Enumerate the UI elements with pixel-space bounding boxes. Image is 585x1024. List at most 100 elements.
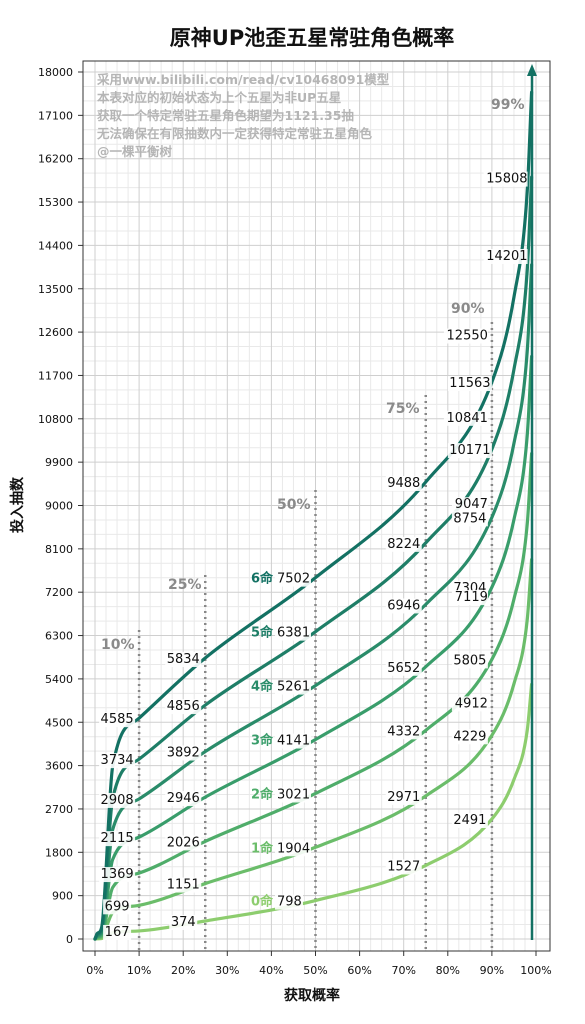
y-tick-label: 13500 bbox=[38, 283, 73, 296]
data-label: 3021 bbox=[277, 787, 310, 802]
series-name-label: 3命 bbox=[251, 733, 274, 749]
data-label: 7119 bbox=[455, 590, 488, 605]
data-label: 3734 bbox=[101, 753, 134, 768]
label-background bbox=[385, 598, 422, 614]
data-label: 1151 bbox=[167, 878, 200, 893]
series-name-label: 1命 bbox=[251, 840, 274, 856]
data-label: 798 bbox=[277, 895, 302, 910]
note-line: 采用www.bilibili.com/read/cv10468091模型 bbox=[96, 72, 390, 87]
series-name-label: 5命 bbox=[251, 625, 274, 641]
data-label: 1369 bbox=[101, 867, 134, 882]
y-tick-label: 7200 bbox=[45, 586, 73, 599]
data-label: 1904 bbox=[277, 841, 310, 856]
y-tick-label: 18000 bbox=[38, 66, 73, 79]
label-background bbox=[165, 699, 202, 715]
chart-title: 原神UP池歪五星常驻角色概率 bbox=[170, 26, 454, 50]
data-label: 8224 bbox=[387, 537, 420, 552]
series-name-label: 0命 bbox=[251, 894, 274, 910]
x-tick-label: 80% bbox=[436, 964, 460, 977]
y-tick-label: 3600 bbox=[45, 760, 73, 773]
y-tick-label: 6300 bbox=[45, 630, 73, 643]
data-label: 374 bbox=[171, 915, 196, 930]
series-name-label: 4命 bbox=[251, 679, 274, 695]
y-tick-label: 0 bbox=[66, 933, 73, 946]
percentile-label: 90% bbox=[451, 301, 485, 317]
label-background bbox=[99, 753, 136, 769]
series-name-label: 6命 bbox=[251, 571, 274, 587]
note-line: 获取一个特定常驻五星角色期望为1121.35抽 bbox=[97, 108, 354, 123]
label-background bbox=[385, 536, 422, 552]
note-line: @一棵平衡树 bbox=[97, 144, 173, 159]
percentile-label: 99% bbox=[491, 97, 525, 113]
data-label: 10841 bbox=[447, 411, 488, 426]
label-background bbox=[385, 789, 422, 805]
label-background bbox=[385, 475, 422, 491]
data-label: 2946 bbox=[167, 791, 200, 806]
data-label: 5652 bbox=[387, 661, 420, 676]
label-background bbox=[103, 924, 132, 940]
y-axis-title: 投入抽数 bbox=[9, 476, 26, 533]
label-background bbox=[483, 171, 528, 187]
x-tick-label: 90% bbox=[480, 964, 504, 977]
data-label: 4912 bbox=[455, 696, 488, 711]
data-label: 4856 bbox=[167, 699, 200, 714]
label-background bbox=[99, 867, 136, 883]
label-background bbox=[275, 679, 311, 695]
label-background bbox=[451, 511, 488, 527]
data-label: 6946 bbox=[387, 598, 420, 613]
data-label: 14201 bbox=[486, 249, 527, 264]
x-tick-label: 100% bbox=[520, 964, 551, 977]
y-tick-label: 9900 bbox=[45, 456, 73, 469]
x-tick-label: 40% bbox=[259, 964, 283, 977]
x-tick-label: 70% bbox=[391, 964, 415, 977]
label-background bbox=[447, 376, 492, 392]
x-tick-label: 50% bbox=[303, 964, 327, 977]
data-label: 4141 bbox=[277, 734, 310, 749]
data-label: 9047 bbox=[455, 497, 488, 512]
label-background bbox=[165, 651, 202, 667]
label-background bbox=[447, 443, 492, 459]
data-label: 5834 bbox=[167, 652, 200, 667]
data-label: 8754 bbox=[453, 511, 486, 526]
label-background bbox=[99, 792, 136, 808]
percentile-label: 25% bbox=[168, 577, 202, 593]
data-label: 3892 bbox=[167, 746, 200, 761]
data-label: 5261 bbox=[277, 680, 310, 695]
data-label: 699 bbox=[105, 899, 130, 914]
y-tick-label: 1800 bbox=[45, 846, 73, 859]
label-background bbox=[165, 791, 202, 807]
x-tick-label: 30% bbox=[215, 964, 239, 977]
label-background bbox=[275, 787, 311, 803]
x-tick-label: 60% bbox=[347, 964, 371, 977]
label-background bbox=[451, 590, 488, 606]
series-labels: 0命 1命 2命 3命 4命 5命 6命 bbox=[251, 571, 274, 910]
label-background bbox=[385, 859, 422, 875]
note-line: 本表对应的初始状态为上个五星为非UP五星 bbox=[97, 90, 341, 105]
data-label: 1527 bbox=[387, 859, 420, 874]
y-tick-label: 900 bbox=[52, 890, 73, 903]
data-label: 7502 bbox=[277, 572, 310, 587]
plot-frame bbox=[82, 60, 551, 952]
data-label: 4332 bbox=[387, 724, 420, 739]
y-tick-label: 16200 bbox=[38, 153, 73, 166]
data-label: 2971 bbox=[387, 790, 420, 805]
label-background bbox=[165, 877, 202, 893]
label-background bbox=[385, 660, 422, 676]
data-labels: 167 374 798 1527 2491 699 1151 1904 2971 4229 1369… bbox=[99, 171, 528, 940]
data-label: 4585 bbox=[101, 712, 134, 727]
label-background bbox=[169, 914, 198, 930]
label-background bbox=[443, 410, 488, 426]
y-tick-label: 14400 bbox=[38, 239, 73, 252]
label-background bbox=[275, 571, 311, 587]
y-tick-label: 2700 bbox=[45, 803, 73, 816]
series-line bbox=[93, 557, 534, 941]
label-background bbox=[451, 729, 488, 745]
data-label: 4229 bbox=[453, 729, 486, 744]
percentile-label: 75% bbox=[386, 401, 420, 417]
data-label: 12550 bbox=[447, 329, 488, 344]
x-tick-label: 20% bbox=[171, 964, 195, 977]
data-label: 2908 bbox=[101, 793, 134, 808]
data-label: 6381 bbox=[277, 626, 310, 641]
data-label: 11563 bbox=[449, 376, 490, 391]
series-name-label: 2命 bbox=[251, 786, 274, 802]
